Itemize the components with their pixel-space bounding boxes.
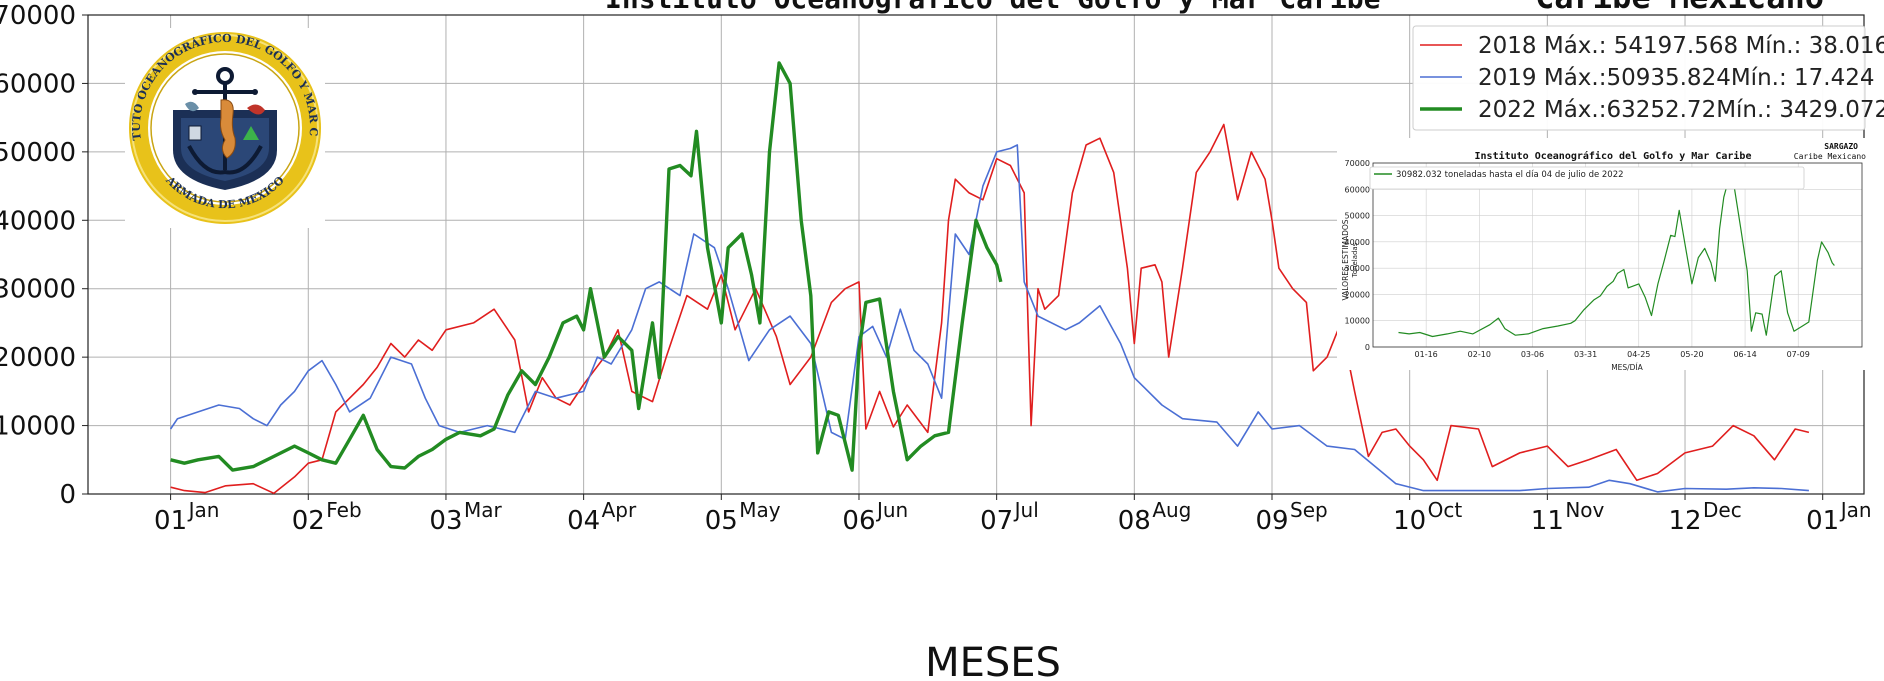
inset-legend-label: 30982.032 toneladas hasta el día 04 de j… <box>1396 170 1624 180</box>
institute-logo: INSTITUTO OCEANOGRÁFICO DEL GOLFO Y MAR … <box>125 28 325 228</box>
x-tick-month: Jun <box>875 498 908 522</box>
legend-label: 2019 Máx.:50935.824Mín.: 17.424 <box>1478 65 1875 91</box>
main-chart-title: Instituto Oceanográfico del Golfo y Mar … <box>605 0 1380 15</box>
x-tick-labels: 01 Jan 02 Feb 03 Mar 04 Apr 05 May 06 Jun 07 Jul 08 Aug… <box>154 494 1872 536</box>
x-tick-month: Aug <box>1152 498 1191 522</box>
x-tick-day: 05 <box>705 506 738 536</box>
y-tick-label: 10000 <box>0 412 76 442</box>
inset-y-tick-label: 30000 <box>1345 264 1370 273</box>
x-tick-month: Jan <box>1839 498 1872 522</box>
inset-x-tick-label: 04-25 <box>1627 350 1650 359</box>
x-tick-day: 10 <box>1393 506 1426 536</box>
x-tick-month: Jul <box>1013 498 1039 522</box>
x-tick-month: May <box>739 498 781 522</box>
y-tick-label: 40000 <box>0 206 76 236</box>
x-tick-day: 08 <box>1118 506 1151 536</box>
inset-title-top-right: SARGAZO <box>1824 142 1858 151</box>
inset-x-tick-label: 03-06 <box>1521 350 1544 359</box>
inset-y-tick-label: 70000 <box>1345 159 1370 168</box>
y-tick-labels: 0 10000 20000 30000 40000 50000 60000 70000 <box>0 1 88 510</box>
inset-x-tick-label: 01-16 <box>1415 350 1438 359</box>
x-tick-month: Apr <box>602 498 637 522</box>
inset-x-tick-label: 06-14 <box>1733 350 1756 359</box>
series-line-1 <box>170 123 1810 495</box>
x-tick-day: 04 <box>567 506 600 536</box>
x-tick-month: Feb <box>326 498 361 522</box>
x-tick-day: 03 <box>429 506 462 536</box>
x-tick-day: 01 <box>1806 506 1839 536</box>
x-tick-month: Oct <box>1428 498 1463 522</box>
inset-y-axis-label: VALORES ESTIMADOS <box>1341 219 1350 300</box>
y-tick-label: 50000 <box>0 138 76 168</box>
x-tick-day: 01 <box>154 506 187 536</box>
series-layer <box>169 61 1810 495</box>
x-tick-day: 02 <box>292 506 325 536</box>
legend-label: 2018 Máx.: 54197.568 Mín.: 38.016 <box>1478 33 1884 59</box>
y-tick-label: 60000 <box>0 69 76 99</box>
inset-y-tick-label: 20000 <box>1345 290 1370 299</box>
x-tick-month: Sep <box>1290 498 1328 522</box>
main-chart-title-right: Caribe Mexicano <box>1535 0 1824 16</box>
inset-y-tick-label: 10000 <box>1345 317 1370 326</box>
y-tick-label: 70000 <box>0 1 76 31</box>
legend-label: 2022 Máx.:63252.72Mín.: 3429.072 <box>1478 97 1884 123</box>
inset-x-tick-label: 03-31 <box>1574 350 1597 359</box>
inset-legend <box>1369 166 1805 190</box>
series-line-3 <box>170 61 1003 472</box>
inset-x-axis-label: MES/DÍA <box>1611 363 1643 372</box>
inset-y-axis-label-2: Toneladas <box>1351 242 1359 278</box>
x-tick-month: Jan <box>187 498 220 522</box>
inset-y-tick-labels: 0 10000 20000 30000 40000 50000 60000 70000 <box>1345 159 1370 352</box>
y-tick-label: 20000 <box>0 343 76 373</box>
inset-y-tick-label: 60000 <box>1345 185 1370 194</box>
y-tick-label: 30000 <box>0 275 76 305</box>
x-tick-day: 12 <box>1668 506 1701 536</box>
x-axis-label: MESES <box>925 640 1061 681</box>
y-tick-label: 0 <box>59 480 76 510</box>
series-line-2 <box>169 144 1809 493</box>
inset-x-tick-label: 07-09 <box>1787 350 1810 359</box>
inset-x-tick-label: 05-20 <box>1680 350 1703 359</box>
x-tick-day: 09 <box>1255 506 1288 536</box>
inset-x-tick-labels: 01-16 02-10 03-06 03-31 04-25 05-20 06-14 07-09 <box>1415 350 1810 359</box>
x-tick-day: 06 <box>842 506 875 536</box>
inset-y-tick-label: 0 <box>1365 343 1370 352</box>
x-tick-month: Nov <box>1565 498 1604 522</box>
x-tick-month: Dec <box>1703 498 1742 522</box>
legend: 2018 Máx.: 54197.568 Mín.: 38.016 2019 Má… <box>1412 25 1884 131</box>
x-tick-month: Mar <box>464 498 503 522</box>
inset-grid <box>1372 162 1863 348</box>
x-tick-day: 11 <box>1531 506 1564 536</box>
inset-series <box>1398 180 1835 338</box>
inset-title: Instituto Oceanográfico del Golfo y Mar … <box>1475 150 1752 162</box>
inset-title-right: Caribe Mexicano <box>1794 152 1866 161</box>
inset-x-tick-label: 02-10 <box>1468 350 1491 359</box>
inset-y-tick-label: 40000 <box>1345 238 1370 247</box>
inset-series-line <box>1398 180 1835 338</box>
x-tick-day: 07 <box>980 506 1013 536</box>
inset-y-tick-label: 50000 <box>1345 212 1370 221</box>
inset-chart: SARGAZO Instituto Oceanográfico del Golf… <box>1337 138 1868 372</box>
